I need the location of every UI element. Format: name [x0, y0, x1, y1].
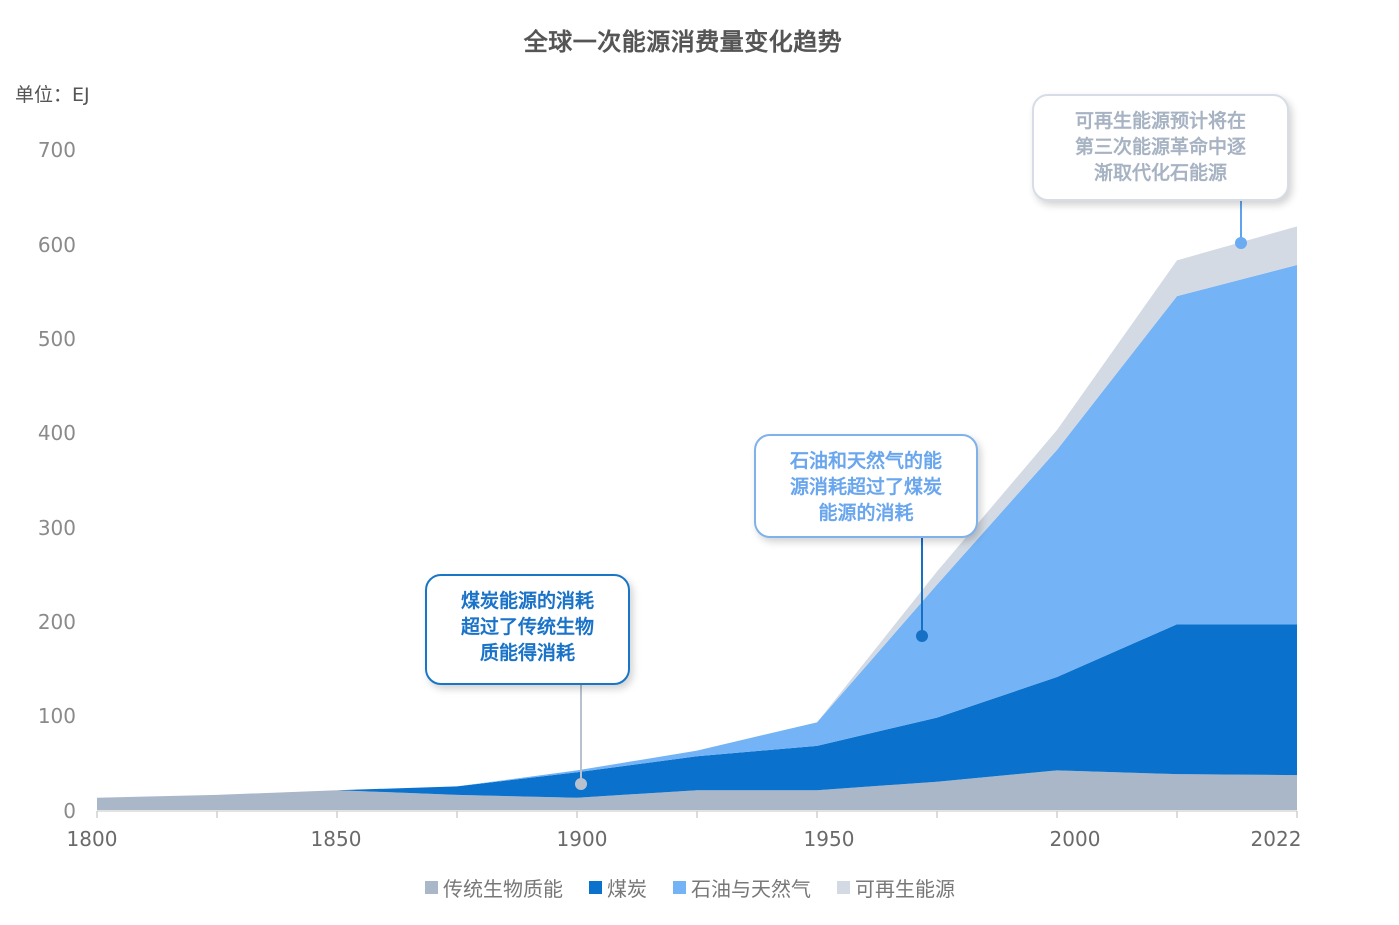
area-series [97, 624, 1297, 798]
y-tick-label: 300 [38, 516, 76, 540]
area-series [97, 265, 1297, 798]
annotation-line: 煤炭能源的消耗 [460, 590, 594, 612]
legend-item-coal[interactable]: 煤炭 [589, 873, 647, 902]
annotation-line: 源消耗超过了煤炭 [789, 476, 942, 498]
legend-swatch-icon [837, 881, 850, 894]
x-tick-label: 1900 [557, 827, 608, 851]
annotation-marker [1235, 237, 1247, 249]
annotation-oil-gas-overtakes-coal: 石油和天然气的能 源消耗超过了煤炭 能源的消耗 [754, 434, 978, 538]
chart-legend: 传统生物质能 煤炭 石油与天然气 可再生能源 [0, 873, 1380, 902]
x-tick-label: 1950 [804, 827, 855, 851]
x-tick-label: 1850 [311, 827, 362, 851]
legend-item-renewables[interactable]: 可再生能源 [837, 873, 955, 902]
legend-swatch-icon [673, 881, 686, 894]
y-tick-label: 0 [63, 799, 76, 823]
annotation-line: 超过了传统生物 [460, 616, 594, 638]
legend-label: 煤炭 [607, 877, 647, 901]
y-tick-label: 200 [38, 610, 76, 634]
callout-connectors [575, 201, 1247, 790]
legend-swatch-icon [589, 881, 602, 894]
annotation-line: 质能得消耗 [479, 642, 575, 664]
x-tick-label: 2022 [1251, 827, 1302, 851]
stacked-area-series [97, 226, 1297, 810]
y-tick-label: 100 [38, 704, 76, 728]
annotation-line: 石油和天然气的能 [789, 450, 942, 472]
annotation-line: 能源的消耗 [818, 502, 914, 524]
annotation-line: 可再生能源预计将在 [1074, 110, 1246, 132]
y-tick-label: 600 [38, 233, 76, 257]
x-tick-label: 1800 [67, 827, 118, 851]
y-tick-label: 400 [38, 421, 76, 445]
legend-item-biomass[interactable]: 传统生物质能 [425, 873, 563, 902]
chart-title: 全球一次能源消费量变化趋势 [523, 28, 843, 56]
legend-label: 石油与天然气 [691, 877, 811, 901]
legend-label: 可再生能源 [855, 877, 955, 901]
annotation-coal-overtakes-biomass: 煤炭能源的消耗 超过了传统生物 质能得消耗 [425, 574, 630, 685]
annotation-marker [575, 778, 587, 790]
x-axis: 1800 1850 1900 1950 2000 2022 [67, 810, 1302, 851]
annotation-line: 第三次能源革命中逐 [1074, 136, 1246, 158]
annotation-line: 渐取代化石能源 [1093, 162, 1227, 184]
annotation-marker [916, 630, 928, 642]
legend-item-oil-gas[interactable]: 石油与天然气 [673, 873, 811, 902]
area-series [97, 226, 1297, 798]
legend-swatch-icon [425, 881, 438, 894]
annotation-renewables-future: 可再生能源预计将在 第三次能源革命中逐 渐取代化石能源 [1032, 94, 1289, 201]
legend-label: 传统生物质能 [443, 877, 563, 901]
y-axis-unit-label: 单位：EJ [15, 84, 90, 106]
y-tick-label: 700 [38, 138, 76, 162]
y-axis: 700 600 500 400 300 200 100 0 [38, 138, 76, 823]
x-tick-label: 2000 [1050, 827, 1101, 851]
y-tick-label: 500 [38, 327, 76, 351]
